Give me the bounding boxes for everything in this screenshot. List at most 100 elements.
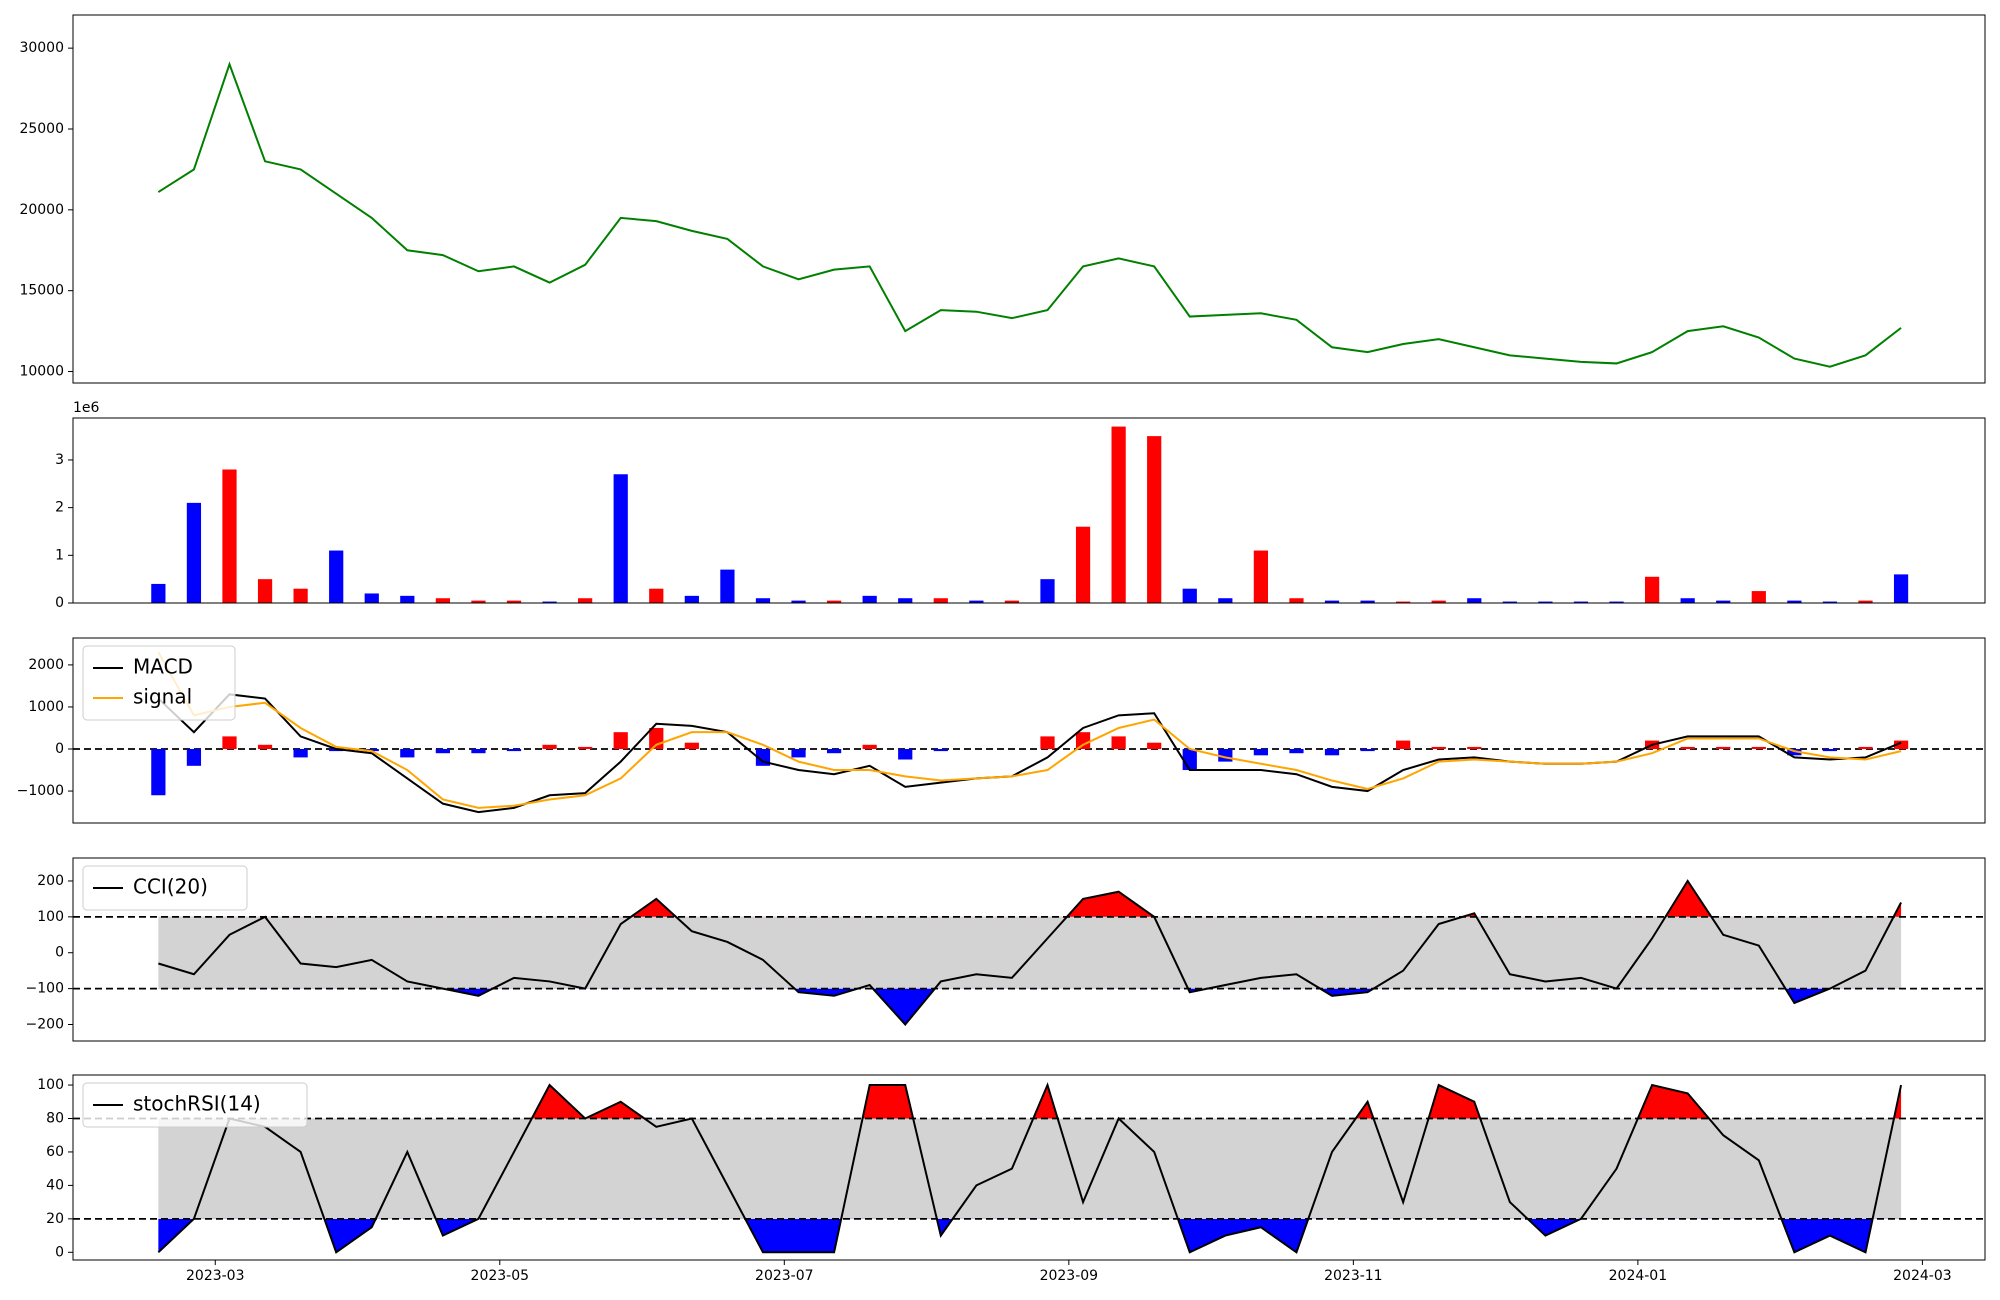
y-tick-label: 0	[55, 945, 64, 961]
volume-bar	[898, 598, 913, 603]
y-tick-label: −200	[26, 1016, 64, 1032]
y-tick-label: −100	[26, 981, 64, 997]
plot-area	[73, 879, 1985, 1027]
y-tick-label: 30000	[19, 40, 64, 56]
series-line	[157, 651, 1902, 809]
histogram-bar	[1680, 746, 1695, 749]
volume-bar	[151, 583, 166, 603]
series-line	[158, 879, 1902, 1027]
volume-bar	[613, 474, 628, 603]
volume-bar	[1538, 601, 1553, 603]
y-offset-label: 1e6	[73, 400, 100, 416]
volume-bar	[1289, 598, 1304, 603]
volume-bar	[1609, 601, 1624, 603]
y-tick-label: 2000	[28, 657, 64, 673]
plot-area	[157, 61, 1902, 368]
x-tick-label: 2023-09	[1040, 1268, 1099, 1284]
x-tick-label: 2023-11	[1324, 1268, 1383, 1284]
volume-bar	[329, 550, 344, 603]
series-line	[157, 693, 1902, 814]
x-tick-label: 2024-01	[1609, 1268, 1668, 1284]
histogram-bar	[400, 749, 415, 758]
volume-bar	[257, 579, 273, 603]
volume-bar	[400, 595, 415, 603]
y-tick-label: 25000	[19, 121, 64, 137]
volume-bar	[826, 600, 842, 603]
volume-bar	[1502, 601, 1517, 603]
histogram-bar	[1360, 749, 1375, 752]
volume-bar	[1680, 598, 1695, 603]
volume-bar	[435, 598, 450, 603]
volume-bar	[969, 600, 984, 603]
histogram-bar	[151, 749, 166, 796]
histogram-bar	[1147, 742, 1162, 749]
histogram-bar	[613, 732, 628, 749]
volume-bar	[1360, 600, 1375, 603]
volume-bar	[1858, 600, 1873, 603]
histogram-bar	[1289, 749, 1304, 754]
y-tick-label: −1000	[17, 783, 64, 799]
volume-bar	[471, 600, 486, 603]
legend-box	[82, 1082, 308, 1128]
histogram-bar	[257, 744, 273, 749]
volume-bar	[1218, 598, 1233, 603]
histogram-bar	[1858, 746, 1873, 749]
y-tick-label: 0	[55, 741, 64, 757]
y-tick-label: 10000	[19, 364, 64, 380]
volume-bar	[1822, 601, 1838, 603]
histogram-bar	[542, 744, 557, 749]
volume-bar	[720, 569, 735, 603]
histogram-bar	[364, 749, 379, 752]
histogram-bar	[1751, 746, 1766, 749]
volume-bar	[1751, 591, 1766, 603]
histogram-bar	[1111, 736, 1126, 749]
legend-box	[82, 865, 248, 911]
volume-bar	[791, 600, 806, 603]
histogram-bar	[862, 744, 877, 749]
volume-bar	[933, 598, 948, 603]
volume-bar	[1787, 600, 1802, 603]
y-tick-label: 100	[37, 1077, 64, 1093]
histogram-bar	[435, 749, 450, 754]
histogram-bar	[471, 749, 486, 754]
band-below-fill	[158, 1218, 1902, 1253]
x-tick-label: 2023-07	[755, 1268, 814, 1284]
volume-bar	[1324, 600, 1340, 603]
histogram-bar	[1822, 749, 1838, 752]
histogram-bar	[898, 749, 913, 760]
volume-bar	[1716, 600, 1731, 603]
volume-bar	[1573, 601, 1589, 603]
volume-bar	[1004, 600, 1020, 603]
legend-box	[82, 645, 236, 721]
axes-frame	[72, 14, 1986, 384]
histogram-bar	[1396, 740, 1411, 749]
plot-area	[151, 426, 1909, 603]
band-above-fill	[531, 1085, 1902, 1119]
histogram-bar	[1431, 746, 1446, 749]
y-tick-label: 200	[37, 873, 64, 889]
y-tick-label: 15000	[19, 283, 64, 299]
histogram-bar	[1787, 749, 1802, 756]
volume-bar	[755, 598, 771, 603]
y-tick-label: 80	[46, 1110, 64, 1126]
y-tick-label: 20000	[19, 202, 64, 218]
histogram-bar	[1040, 736, 1055, 749]
histogram-bar	[1324, 749, 1340, 756]
legend-label: MACD	[133, 655, 193, 679]
y-tick-label: 0	[55, 1244, 64, 1260]
volume-bar	[1893, 574, 1909, 603]
volume-bar	[862, 595, 877, 603]
axes-frame	[72, 1074, 1986, 1261]
y-tick-label: 20	[46, 1211, 64, 1227]
axes-frame	[72, 857, 1986, 1042]
histogram-bar	[293, 749, 308, 758]
y-tick-label: 60	[46, 1144, 64, 1160]
y-tick-label: 3	[55, 452, 64, 468]
volume-bar	[1467, 598, 1482, 603]
axes-frame	[72, 637, 1986, 824]
legend-label: signal	[133, 685, 192, 709]
volume-bar	[542, 601, 557, 603]
volume-bar	[1253, 550, 1268, 603]
volume-bar	[186, 502, 202, 603]
